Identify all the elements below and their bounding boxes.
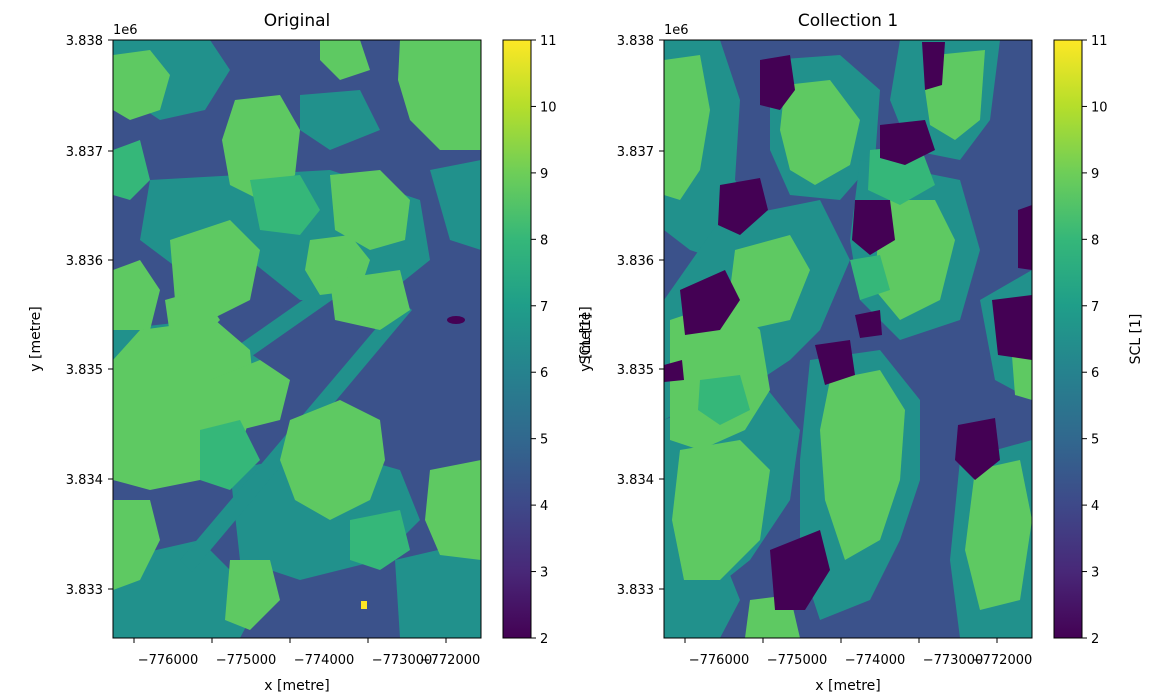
y-tick-label: 3.836 — [66, 254, 103, 269]
colorbar-tick-label: 4 — [1091, 499, 1099, 514]
overlapping-colorbar-label: SCL [1] — [578, 314, 594, 365]
colorbar-tick-label: 11 — [540, 34, 557, 49]
colorbar-tick-label: 5 — [540, 433, 548, 448]
raster-collection-1 — [664, 40, 1032, 638]
offset-text: 1e6 — [113, 23, 138, 38]
y-tick-label: 3.838 — [617, 34, 654, 49]
y-axis-label: y [metre] — [28, 306, 44, 371]
x-tick-label: −775000 — [216, 653, 277, 668]
colorbar-tick-label: 8 — [1091, 233, 1099, 248]
colorbar-tick-label: 2 — [540, 632, 548, 647]
x-tick-label: −772000 — [972, 653, 1033, 668]
colorbar-tick-label: 9 — [540, 167, 548, 182]
colorbar-tick-label: 7 — [540, 300, 548, 315]
x-axis-label: x [metre] — [815, 678, 880, 694]
colorbar-tick-label: 11 — [1091, 34, 1108, 49]
panel-original: 3.838 3.837 3.836 3.835 3.834 3.833 −776… — [28, 11, 557, 694]
x-tick-label: −776000 — [689, 653, 750, 668]
y-tick-label: 3.837 — [617, 145, 654, 160]
offset-text: 1e6 — [664, 23, 689, 38]
y-ticks-collection-1: 3.838 3.837 3.836 3.835 3.834 3.833 — [617, 34, 664, 598]
chart-title: Collection 1 — [798, 11, 898, 31]
panel-collection-1: 3.838 3.837 3.836 3.835 3.834 3.833 −776… — [578, 11, 1144, 694]
x-tick-label: −773000 — [372, 653, 433, 668]
colorbar-label: SCL [1] — [1128, 314, 1144, 365]
colorbar-tick-label: 9 — [1091, 167, 1099, 182]
y-tick-label: 3.834 — [617, 473, 654, 488]
x-ticks-original: −776000 −775000 −774000 −773000 −772000 — [133, 638, 481, 668]
chart-title: Original — [264, 11, 331, 31]
y-tick-label: 3.835 — [66, 363, 103, 378]
colorbar-tick-label: 7 — [1091, 300, 1099, 315]
colorbar-tick-label: 10 — [1091, 100, 1108, 115]
colorbar-gradient — [502, 39, 532, 639]
axes-frame-collection-1 — [663, 39, 1033, 639]
y-tick-label: 3.836 — [617, 254, 654, 269]
x-tick-label: −773000 — [923, 653, 984, 668]
y-tick-label: 3.835 — [617, 363, 654, 378]
colorbar-gradient — [1053, 39, 1083, 639]
y-tick-label: 3.833 — [66, 583, 103, 598]
colorbar-tick-label: 6 — [540, 366, 548, 381]
colorbar-collection-1: 2 3 4 5 6 7 8 9 10 11 SCL [1] — [1053, 34, 1144, 647]
y-tick-label: 3.834 — [66, 473, 103, 488]
y-tick-label: 3.837 — [66, 145, 103, 160]
x-tick-label: −775000 — [767, 653, 828, 668]
colorbar-tick-label: 8 — [540, 233, 548, 248]
x-tick-label: −774000 — [845, 653, 906, 668]
y-ticks-original: 3.838 3.837 3.836 3.835 3.834 3.833 — [66, 34, 113, 598]
colorbar-tick-label: 2 — [1091, 632, 1099, 647]
x-tick-label: −772000 — [420, 653, 481, 668]
colorbar-tick-label: 3 — [540, 566, 548, 581]
x-ticks-collection-1: −776000 −775000 −774000 −773000 −772000 — [684, 638, 1033, 668]
raster-original — [113, 40, 481, 638]
x-axis-label: x [metre] — [264, 678, 329, 694]
colorbar-tick-label: 10 — [540, 100, 557, 115]
y-tick-label: 3.833 — [617, 583, 654, 598]
y-tick-label: 3.838 — [66, 34, 103, 49]
x-tick-label: −776000 — [138, 653, 199, 668]
colorbar-tick-label: 6 — [1091, 366, 1099, 381]
x-tick-label: −774000 — [294, 653, 355, 668]
colorbar-original: 2 3 4 5 6 7 8 9 10 11 — [502, 34, 557, 647]
colorbar-tick-label: 5 — [1091, 433, 1099, 448]
colorbar-tick-label: 3 — [1091, 566, 1099, 581]
y-axis-label: y [metre] — [578, 306, 594, 371]
colorbar-tick-label: 4 — [540, 499, 548, 514]
axes-frame-original — [112, 39, 482, 639]
